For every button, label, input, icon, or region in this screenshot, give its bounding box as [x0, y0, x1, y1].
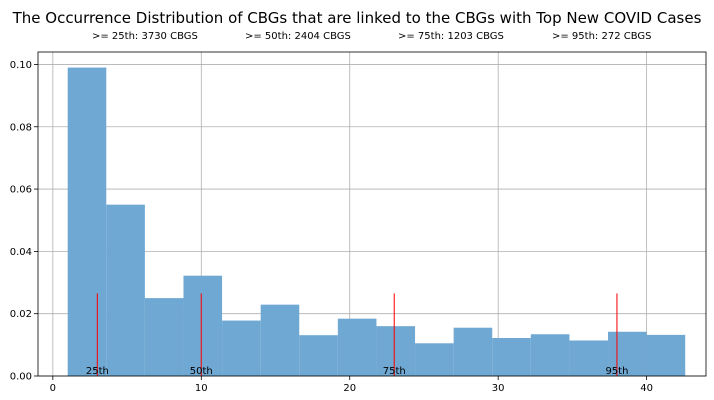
histogram-bar-10 — [453, 327, 493, 376]
histogram-bar-1 — [106, 204, 145, 376]
x-tick-label-2: 20 — [343, 383, 356, 394]
x-tick-label-0: 0 — [50, 383, 56, 394]
histogram-bar-13 — [569, 340, 609, 376]
percentile-summary-25: >= 25th: 3730 CBGS — [92, 31, 198, 42]
percentile-label-75th: 75th — [383, 366, 406, 377]
histogram-bar-5 — [260, 304, 300, 376]
histogram-bar-12 — [530, 334, 570, 376]
histogram-bar-8 — [376, 326, 416, 376]
histogram-bar-7 — [337, 318, 377, 376]
percentile-summary-95: >= 95th: 272 CBGS — [552, 31, 652, 42]
x-tick-label-1: 10 — [195, 383, 208, 394]
percentile-label-95th: 95th — [605, 366, 628, 377]
percentile-label-25th: 25th — [86, 366, 109, 377]
y-tick-label-3: 0.06 — [10, 185, 32, 196]
x-tick-label-3: 30 — [492, 383, 505, 394]
percentile-summary-75: >= 75th: 1203 CBGS — [398, 31, 504, 42]
chart-title: The Occurrence Distribution of CBGs that… — [12, 9, 702, 27]
percentile-label-50th: 50th — [190, 366, 213, 377]
y-tick-label-5: 0.10 — [10, 60, 32, 71]
y-tick-label-4: 0.08 — [10, 122, 32, 133]
histogram-bar-6 — [299, 335, 338, 376]
histogram-bar-3 — [183, 275, 223, 376]
y-tick-label-0: 0.00 — [10, 372, 32, 383]
plot-area: 25th 50th 75th 95th 0 10 20 30 40 0.00 0.02 0.04 0.0… — [10, 51, 707, 394]
histogram-bar-14 — [608, 331, 647, 376]
y-tick-label-2: 0.04 — [10, 247, 32, 258]
histogram-bar-15 — [646, 334, 686, 376]
percentile-summary-50: >= 50th: 2404 CBGS — [245, 31, 351, 42]
y-tick-label-1: 0.02 — [10, 309, 32, 320]
axes-frame — [37, 51, 707, 377]
x-tick-label-4: 40 — [640, 383, 653, 394]
histogram-bar-0 — [67, 67, 107, 377]
histogram-bar-2 — [144, 298, 184, 376]
histogram-bar-4 — [222, 320, 261, 376]
histogram-bar-11 — [492, 337, 531, 376]
histogram-bar-9 — [415, 343, 454, 376]
